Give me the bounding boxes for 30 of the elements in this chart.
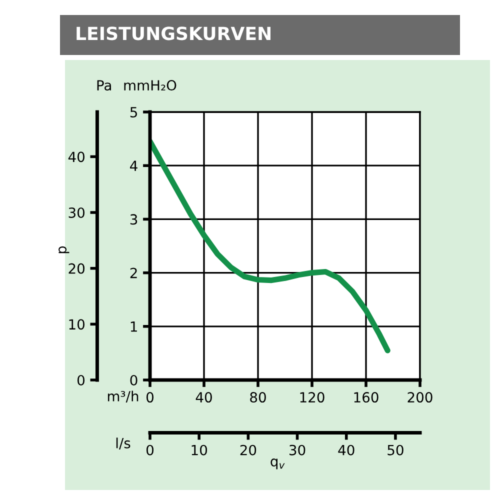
x2-tick-label: 50: [388, 444, 404, 456]
y2-tick-label: 40: [68, 152, 84, 162]
y-tick-label: 1: [130, 322, 137, 332]
y2-tick-label: 20: [68, 263, 84, 274]
y-tick-label: 5: [130, 107, 137, 118]
y-tick-label: 3: [130, 214, 138, 225]
x-tick-label: 200: [408, 392, 432, 403]
text: p: [58, 246, 70, 254]
y-axis-title: mmH₂O: [124, 80, 176, 91]
x2-tick-label: 20: [240, 444, 256, 456]
x-tick-label: 0: [146, 392, 154, 403]
y2-tick-label: 30: [68, 207, 84, 218]
x2-tick-label: 0: [146, 444, 154, 456]
y2-tick-label: 10: [69, 319, 84, 330]
y2-tick-label: 0: [77, 374, 84, 386]
chart-title: LEISTUNGSKURVEN: [76, 26, 270, 40]
x-tick-label: 80: [250, 392, 266, 403]
y-tick-label: 0: [130, 374, 138, 386]
x2-tick-label: 10: [192, 444, 208, 456]
x-tick-label: 120: [300, 392, 324, 403]
x2-tick-label: 40: [338, 444, 354, 456]
text: q$_{v}$: [270, 458, 285, 470]
x-axis-title: m³/h: [108, 390, 138, 403]
x-tick-label: 40: [196, 392, 212, 403]
x2-axis-title: l/s: [116, 438, 130, 450]
x-tick-label: 160: [354, 392, 378, 403]
y-tick-label: 4: [130, 160, 138, 171]
x2-tick-label: 30: [289, 444, 306, 456]
y2-axis-title: Pa: [97, 80, 111, 91]
y-tick-label: 2: [130, 268, 137, 278]
